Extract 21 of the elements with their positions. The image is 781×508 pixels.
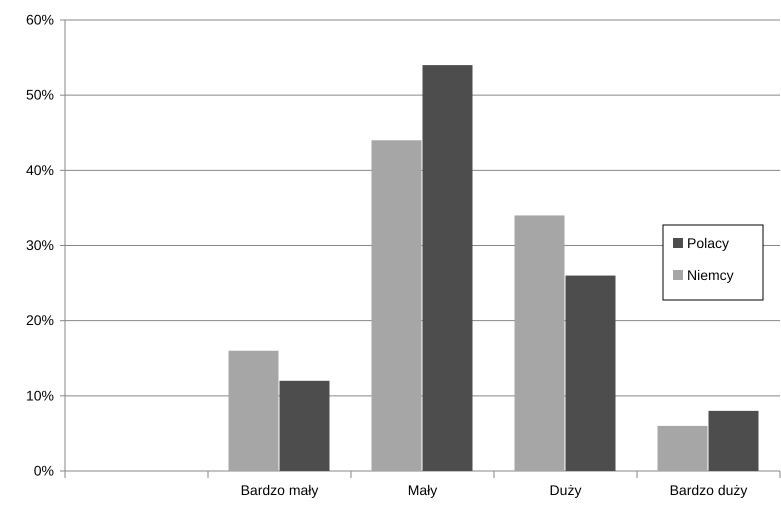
bar [280, 380, 330, 471]
y-tick-label: 50% [26, 86, 54, 103]
bar [514, 215, 564, 471]
bar [372, 140, 422, 471]
bar [566, 276, 616, 471]
y-tick-label: 60% [26, 11, 54, 28]
x-tick-label: Duży [550, 482, 582, 498]
x-tick-label: Bardzo mały [240, 482, 318, 498]
bar [422, 65, 472, 471]
y-tick-label: 40% [26, 162, 54, 178]
legend-label: Niemcy [687, 267, 734, 283]
legend-label: Polacy [687, 235, 730, 251]
y-tick-label: 30% [26, 236, 54, 253]
y-tick-label: 0% [34, 462, 54, 478]
bar [658, 426, 708, 471]
y-tick-label: 20% [26, 312, 54, 328]
x-tick-label: Bardzo duży [670, 482, 748, 498]
bar [708, 410, 758, 471]
y-tick-label: 10% [26, 387, 54, 404]
x-tick-label: Mały [408, 482, 438, 498]
bar [228, 350, 278, 471]
